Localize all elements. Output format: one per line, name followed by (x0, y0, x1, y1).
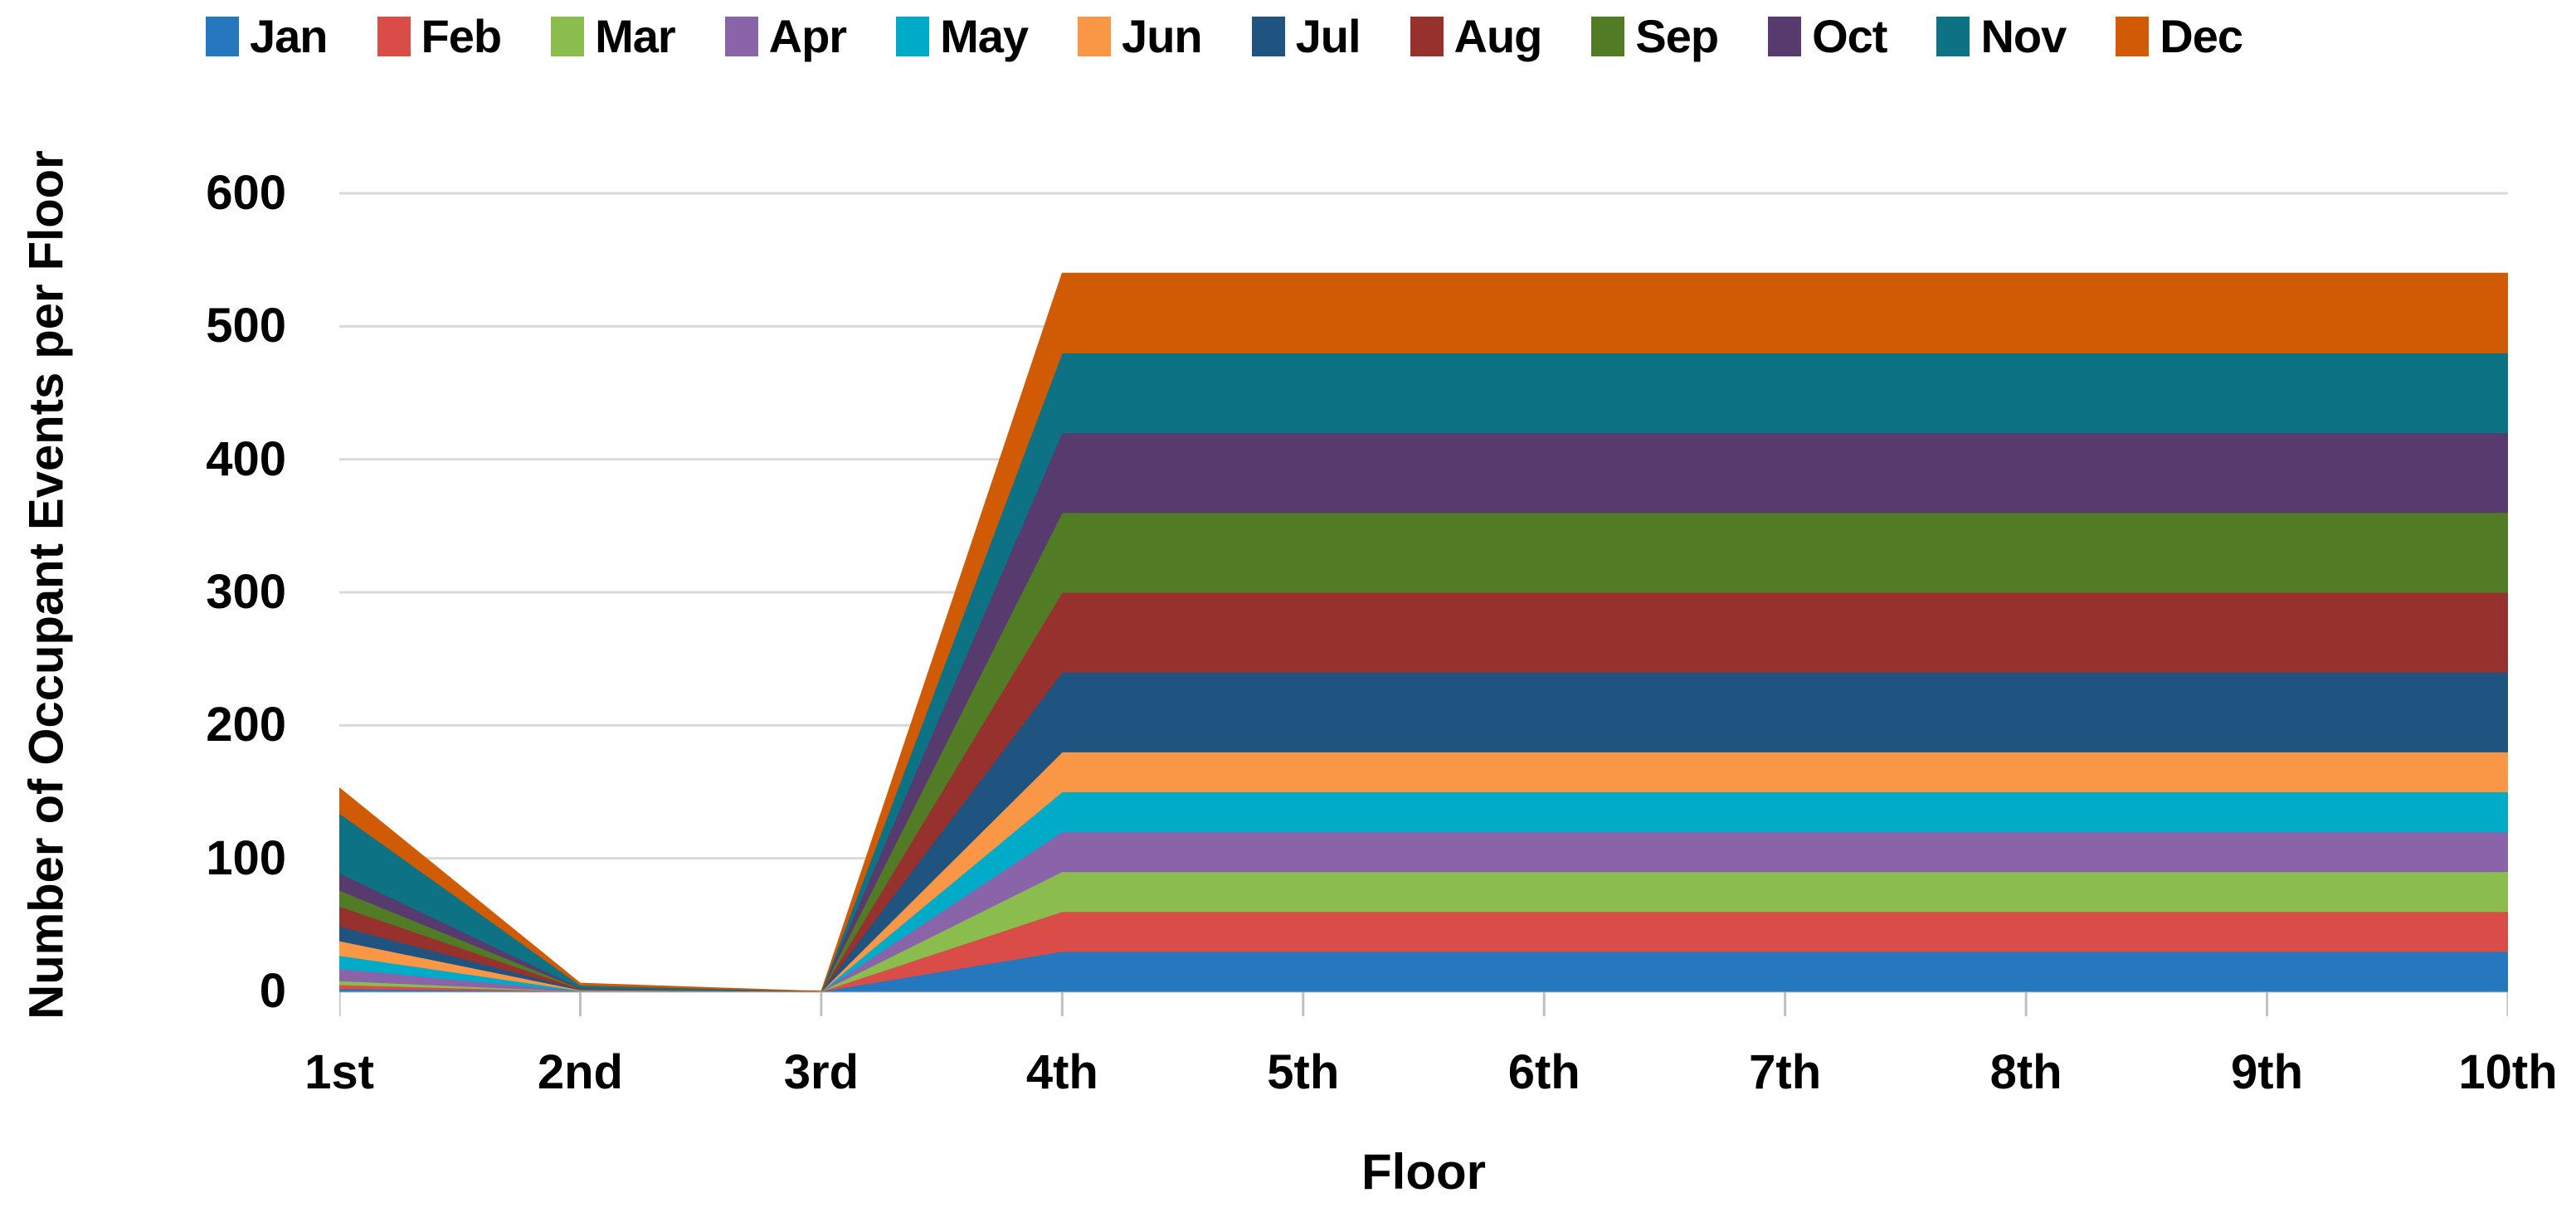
y-tick-label-400: 400 (206, 431, 286, 486)
chart-legend: Jan Feb Mar Apr May Jun Jul Aug Sep Oct Nov Dec (206, 10, 2243, 62)
legend-item-mar: Mar (551, 10, 676, 62)
x-tick-label-2nd: 2nd (537, 1045, 623, 1099)
legend-item-jan: Jan (206, 13, 328, 60)
x-tick-label-6th: 6th (1507, 1045, 1580, 1099)
y-tick-label-200: 200 (206, 698, 286, 752)
x-tick-label-9th: 9th (2231, 1045, 2304, 1099)
area-series-dec (339, 272, 2508, 992)
x-tick-label-3rd: 3rd (783, 1045, 859, 1099)
legend-item-aug: Aug (1410, 13, 1542, 60)
legend-swatch-jan (206, 17, 239, 56)
legend-label-sep: Sep (1635, 10, 1719, 62)
legend-swatch-aug (1410, 17, 1444, 56)
legend-swatch-may (896, 17, 930, 56)
legend-label-dec: Dec (2160, 10, 2243, 62)
legend-swatch-nov (1936, 17, 1970, 56)
legend-swatch-sep (1591, 17, 1625, 56)
legend-item-nov: Nov (1936, 10, 2067, 62)
legend-swatch-dec (2116, 17, 2150, 56)
legend-item-feb: Feb (377, 13, 502, 60)
legend-label-aug: Aug (1454, 10, 1543, 62)
legend-item-jun: Jun (1078, 10, 1203, 62)
legend-label-jul: Jul (1295, 10, 1361, 62)
legend-swatch-oct (1768, 17, 1802, 56)
legend-swatch-mar (551, 17, 585, 56)
legend-swatch-feb (377, 17, 411, 56)
x-tick-label-4th: 4th (1025, 1045, 1098, 1099)
legend-label-mar: Mar (595, 10, 676, 62)
legend-swatch-apr (724, 17, 758, 56)
area-series-jan (339, 951, 2508, 992)
legend-swatch-jun (1078, 17, 1112, 56)
legend-label-apr: Apr (768, 10, 847, 62)
x-tick-label-8th: 8th (1989, 1045, 2062, 1099)
x-tick-label-1st: 1st (304, 1045, 374, 1099)
chart-plot-area (339, 192, 2508, 1016)
x-tick-label-5th: 5th (1267, 1045, 1340, 1099)
y-tick-label-0: 0 (259, 964, 286, 1018)
y-tick-label-600: 600 (206, 166, 286, 221)
y-tick-label-500: 500 (206, 299, 286, 353)
x-tick-label-7th: 7th (1749, 1045, 1822, 1099)
y-tick-label-300: 300 (206, 565, 286, 619)
legend-item-apr: Apr (724, 10, 847, 62)
legend-label-jun: Jun (1122, 10, 1203, 62)
legend-item-may: May (896, 10, 1029, 62)
legend-label-oct: Oct (1812, 10, 1887, 62)
x-axis-title: Floor (1361, 1144, 1486, 1200)
legend-label-nov: Nov (1980, 10, 2067, 62)
legend-item-dec: Dec (2116, 10, 2243, 62)
legend-label-jan: Jan (250, 10, 328, 62)
legend-swatch-jul (1251, 17, 1285, 56)
legend-item-sep: Sep (1591, 10, 1719, 62)
legend-item-oct: Oct (1768, 13, 1887, 60)
legend-label-may: May (940, 10, 1029, 62)
y-tick-label-100: 100 (206, 830, 286, 885)
x-tick-label-10th: 10th (2458, 1045, 2558, 1099)
legend-item-jul: Jul (1251, 10, 1361, 62)
legend-label-feb: Feb (421, 10, 503, 62)
